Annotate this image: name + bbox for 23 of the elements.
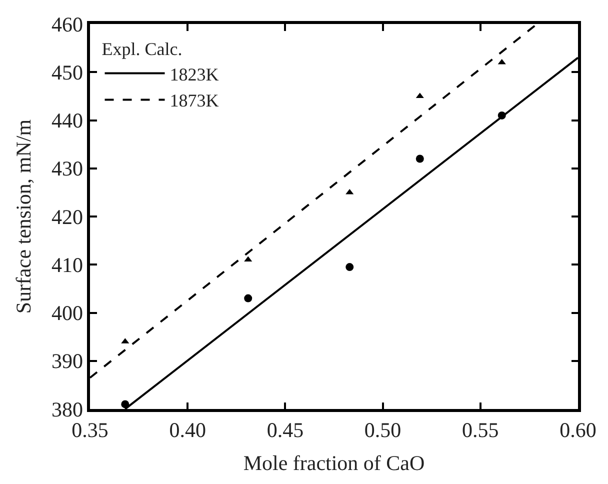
y-tick-label: 420 — [52, 204, 84, 229]
y-tick-label: 440 — [52, 108, 84, 133]
y-tick-label: 430 — [52, 156, 84, 181]
point — [416, 154, 424, 163]
x-tick-label: 0.55 — [462, 418, 499, 442]
y-tick-label: 390 — [52, 349, 84, 374]
legend-title: Expl. Calc. — [102, 39, 182, 60]
point — [244, 256, 252, 262]
legend-label: 1873K — [170, 90, 219, 111]
x-tick-label: 0.50 — [364, 418, 402, 442]
legend-label: 1823K — [170, 64, 219, 84]
y-axis-title: Surface tension, mN/m — [12, 119, 36, 314]
y-tick-label: 400 — [52, 301, 84, 326]
y-tick-label: 410 — [52, 252, 84, 277]
point — [346, 263, 354, 272]
y-tick-label: 460 — [52, 12, 84, 36]
x-tick-label: 0.45 — [266, 418, 304, 442]
point — [244, 294, 252, 302]
x-tick-label: 0.60 — [560, 418, 596, 442]
y-tick-label: 450 — [52, 60, 84, 84]
point — [346, 188, 354, 194]
x-axis-title: Mole fraction of CaO — [243, 451, 425, 476]
x-tick-label: 0.40 — [169, 418, 206, 442]
